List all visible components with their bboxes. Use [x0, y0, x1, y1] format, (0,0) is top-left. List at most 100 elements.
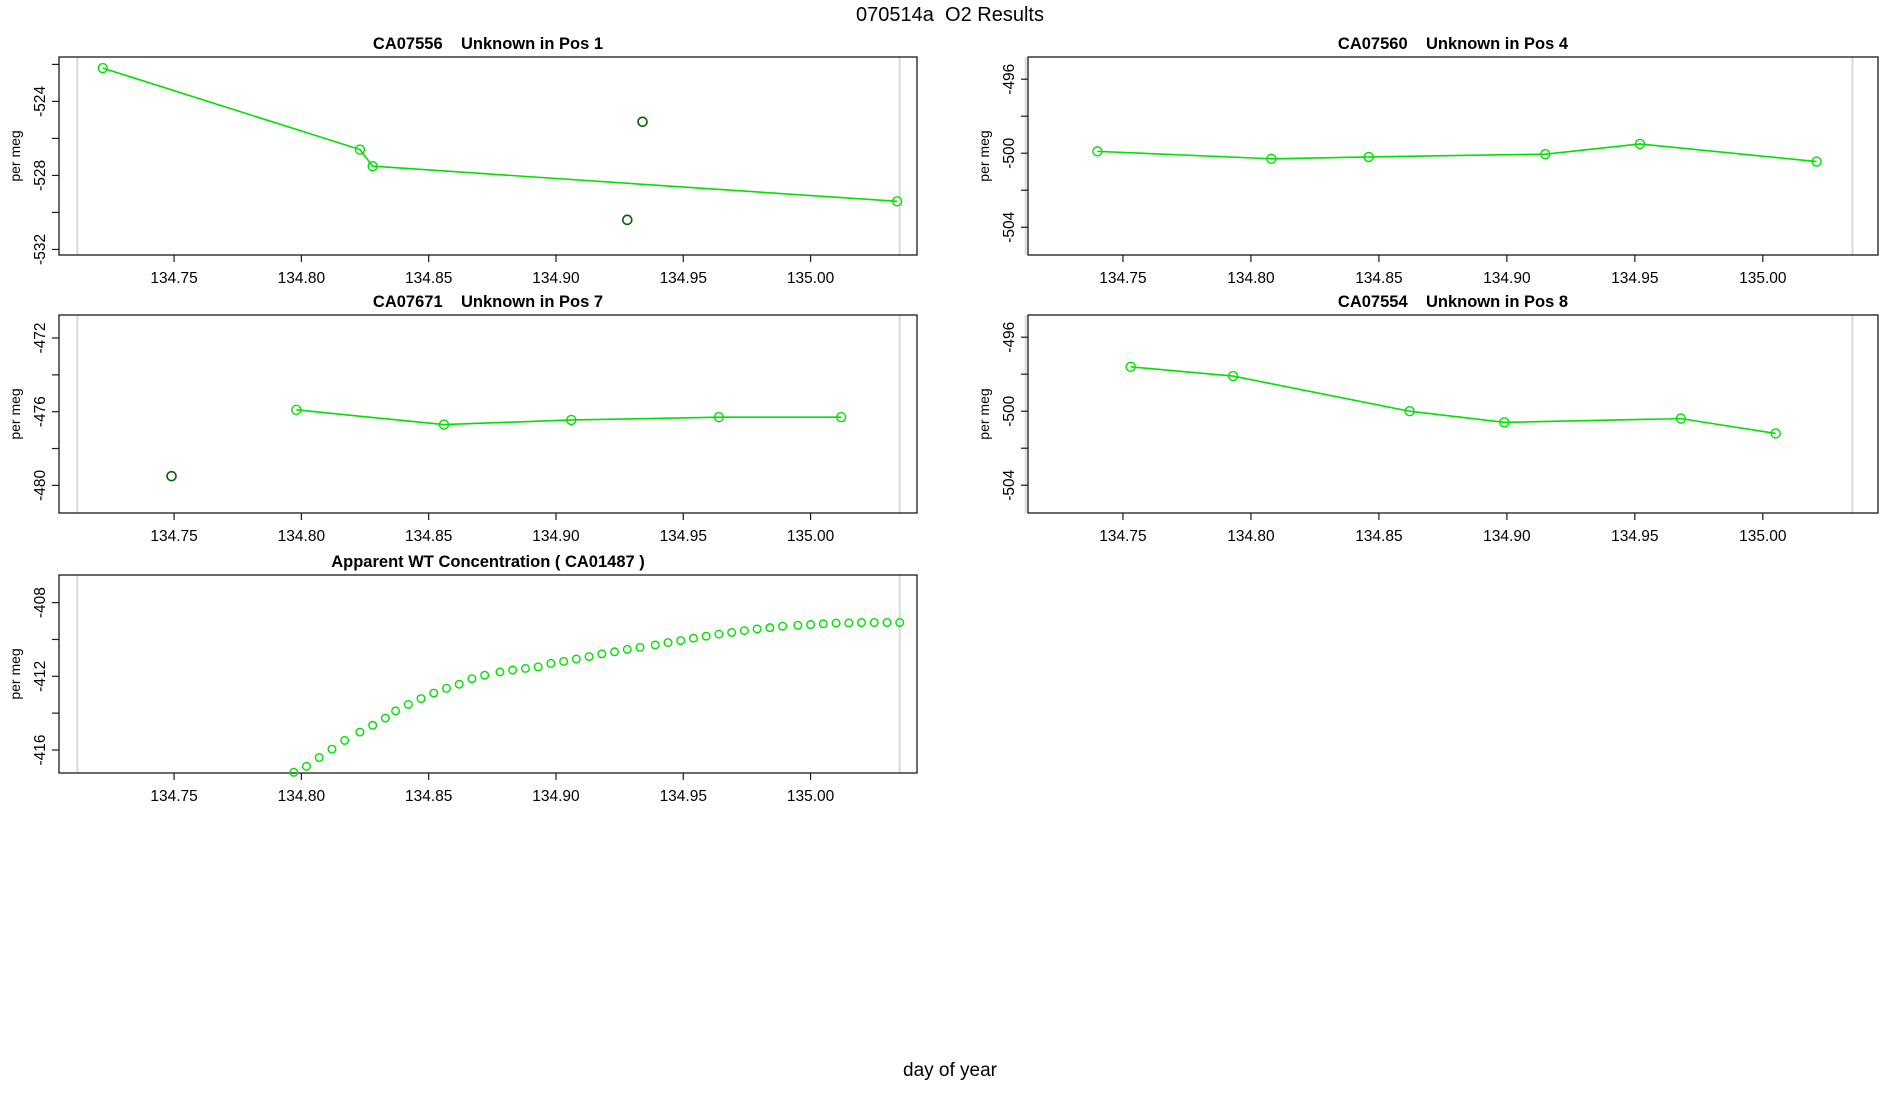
plot-title: CA07554 Unknown in Pos 8	[1338, 293, 1568, 311]
data-point	[1634, 138, 1646, 150]
plot-title: CA07671 Unknown in Pos 7	[373, 293, 603, 311]
data-point	[1363, 151, 1374, 163]
data-point	[584, 652, 594, 662]
data-point	[818, 619, 828, 629]
data-point	[650, 640, 660, 650]
data-point	[314, 753, 324, 763]
y-tick-label: -472	[32, 323, 49, 354]
y-tick-label: -528	[32, 160, 49, 191]
data-point	[1811, 156, 1822, 167]
data-point	[380, 713, 390, 723]
y-tick-label: -524	[32, 86, 49, 117]
y-tick-label: -496	[1001, 64, 1018, 95]
data-point	[882, 618, 892, 628]
data-point	[1266, 153, 1277, 164]
y-axis-title: per meg	[7, 648, 23, 699]
x-tick-label: 134.90	[532, 528, 580, 545]
x-tick-label: 134.85	[405, 788, 452, 805]
data-point	[610, 647, 620, 657]
plot-apparent-wt: 134.75 134.80 134.85 134.90 134.95 135.00 -416…	[7, 553, 918, 805]
data-point	[635, 642, 645, 652]
data-point	[495, 667, 505, 677]
x-tick-label: 134.90	[1483, 528, 1531, 545]
data-point	[442, 683, 452, 693]
data-point	[454, 679, 464, 689]
plot-box	[58, 574, 918, 774]
plot-title: CA07556 Unknown in Pos 1	[373, 35, 603, 53]
plot-title: Apparent WT Concentration ( CA01487 )	[331, 553, 645, 571]
x-tick-label: 134.75	[1099, 528, 1146, 545]
y-axis-title: per meg	[7, 130, 23, 181]
data-point	[1499, 417, 1510, 428]
data-point	[355, 727, 365, 737]
y-axis-title: per meg	[976, 130, 992, 181]
data-point	[327, 744, 337, 754]
data-point	[571, 654, 581, 664]
x-tick-label: 134.90	[532, 788, 580, 805]
x-tick-label: 134.95	[660, 788, 707, 805]
data-point	[597, 649, 607, 659]
plot-title: CA07560 Unknown in Pos 4	[1338, 35, 1569, 53]
data-point	[676, 636, 686, 646]
x-tick-label: 135.00	[787, 270, 835, 287]
data-point	[368, 720, 378, 730]
x-tick-label: 134.80	[1227, 270, 1275, 287]
plot-ca07671: 134.75 134.80 134.85 134.90 134.95 135.00 -480…	[7, 293, 918, 545]
data-point	[713, 412, 725, 423]
plot-box	[58, 56, 918, 256]
x-tick-label: 134.80	[278, 788, 326, 805]
data-point	[367, 160, 378, 172]
data-point	[520, 663, 530, 673]
figure-title: 070514a O2 Results	[856, 4, 1044, 26]
data-point	[895, 618, 905, 628]
x-tick-label: 134.95	[1611, 270, 1658, 287]
data-point	[301, 761, 311, 771]
x-tick-label: 134.85	[405, 528, 452, 545]
y-tick-label: -476	[32, 396, 49, 427]
y-tick-label: -412	[32, 661, 49, 692]
data-point	[752, 624, 762, 634]
data-point	[856, 618, 866, 628]
data-point	[429, 688, 439, 698]
y-tick-label: -500	[1001, 137, 1018, 168]
data-point	[622, 644, 632, 654]
data-point	[566, 414, 577, 426]
data-point	[727, 627, 737, 637]
x-axis-label-day-of-year: day of year	[903, 1060, 997, 1081]
data-point	[835, 412, 847, 423]
data-point	[1540, 148, 1551, 160]
x-tick-label: 134.95	[660, 270, 707, 287]
x-tick-label: 135.00	[1739, 270, 1787, 287]
data-point	[1092, 146, 1103, 157]
data-point	[438, 419, 450, 430]
x-tick-label: 134.85	[1355, 270, 1402, 287]
x-tick-label: 134.85	[1355, 528, 1402, 545]
plot-box	[58, 314, 918, 514]
data-point	[844, 618, 854, 628]
data-point	[480, 670, 490, 680]
x-tick-label: 134.80	[278, 270, 326, 287]
data-point	[778, 621, 788, 631]
data-point	[354, 144, 366, 155]
data-point	[533, 662, 543, 672]
x-tick-label: 134.75	[150, 528, 197, 545]
y-axis-title: per meg	[976, 388, 992, 439]
data-point	[765, 623, 775, 633]
y-tick-label: -504	[1001, 211, 1018, 242]
x-tick-label: 135.00	[787, 528, 835, 545]
data-point	[793, 620, 803, 630]
y-tick-label: -408	[32, 587, 49, 618]
plot-ca07556: 134.75 134.80 134.85 134.90 134.95 135.00 -532…	[7, 35, 918, 287]
data-point	[701, 631, 711, 641]
series-line	[1097, 143, 1817, 163]
data-point	[391, 706, 401, 716]
outlier-point	[621, 214, 633, 226]
data-point	[831, 618, 841, 628]
data-point	[403, 699, 413, 709]
x-tick-label: 134.75	[150, 270, 197, 287]
data-point	[1404, 406, 1415, 417]
data-point	[1125, 361, 1136, 373]
y-tick-label: -416	[32, 734, 49, 765]
data-point	[891, 196, 903, 207]
